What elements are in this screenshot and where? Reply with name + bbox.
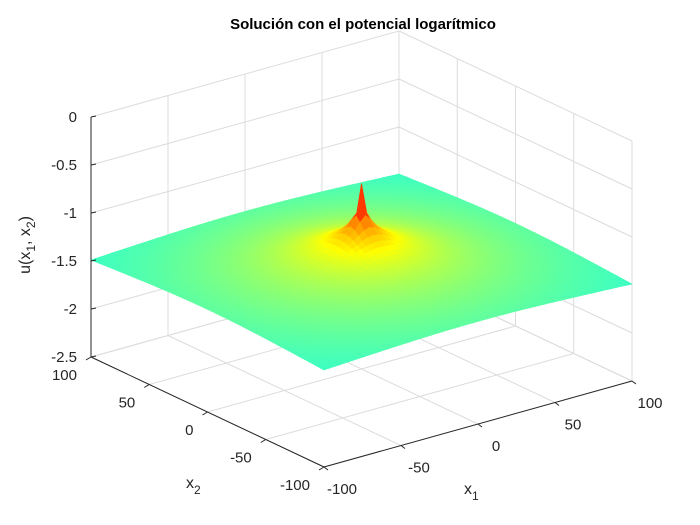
gridline-back-z — [90, 78, 400, 166]
x1-tick-label: 50 — [565, 417, 582, 434]
gridline-floor-x2 — [265, 353, 574, 440]
x2-axis-label: x2 — [186, 475, 201, 497]
x1-tick-label: 100 — [637, 395, 662, 412]
x2-tick-mark — [202, 411, 208, 416]
gridline-floor-x2 — [207, 325, 516, 413]
x2-tick-label: 0 — [185, 422, 193, 439]
z-tick-label: -2.5 — [51, 349, 77, 366]
x1-tick-mark — [631, 380, 637, 385]
x1-tick-mark — [400, 445, 406, 449]
surface-plot — [90, 173, 633, 371]
gridline-right-z — [398, 78, 633, 190]
z-tick-mark — [90, 211, 97, 214]
z-tick-mark — [90, 163, 97, 166]
x2-tick-mark — [260, 439, 267, 443]
x1-axis-label: x1 — [464, 481, 479, 503]
z-tick-label: -1 — [64, 205, 77, 222]
z-tick-mark — [90, 115, 97, 118]
x1-tick-mark — [554, 402, 560, 406]
gridline-right-z — [398, 126, 633, 238]
x1-tick-label: 0 — [492, 438, 500, 455]
u-axis-label: u(x1, x2) — [17, 216, 38, 274]
z-tick-label: -1.5 — [51, 253, 77, 270]
x2-tick-mark — [143, 384, 150, 388]
x1-tick-mark — [477, 423, 483, 428]
x2-tick-mark — [318, 466, 325, 471]
x1-tick-mark — [323, 466, 329, 471]
z-tick-label: -0.5 — [51, 157, 77, 174]
x2-tick-label: -50 — [230, 450, 252, 467]
chart-title: Solución con el potencial logarítmico — [230, 16, 496, 33]
x2-tick-label: -100 — [280, 477, 310, 494]
x2-tick-mark — [85, 356, 92, 361]
x2-tick-label: 50 — [119, 395, 136, 412]
z-tick-label: 0 — [69, 109, 77, 126]
z-tick-mark — [90, 355, 97, 358]
z-tick-label: -2 — [64, 301, 77, 318]
gridline-back-z — [90, 126, 400, 214]
x1-tick-label: -100 — [327, 481, 357, 498]
z-tick-mark — [90, 307, 97, 310]
gridline-back-z — [90, 30, 400, 118]
gridline-right-z — [398, 30, 633, 142]
x2-tick-label: 100 — [52, 367, 77, 384]
x1-tick-label: -50 — [408, 460, 430, 477]
